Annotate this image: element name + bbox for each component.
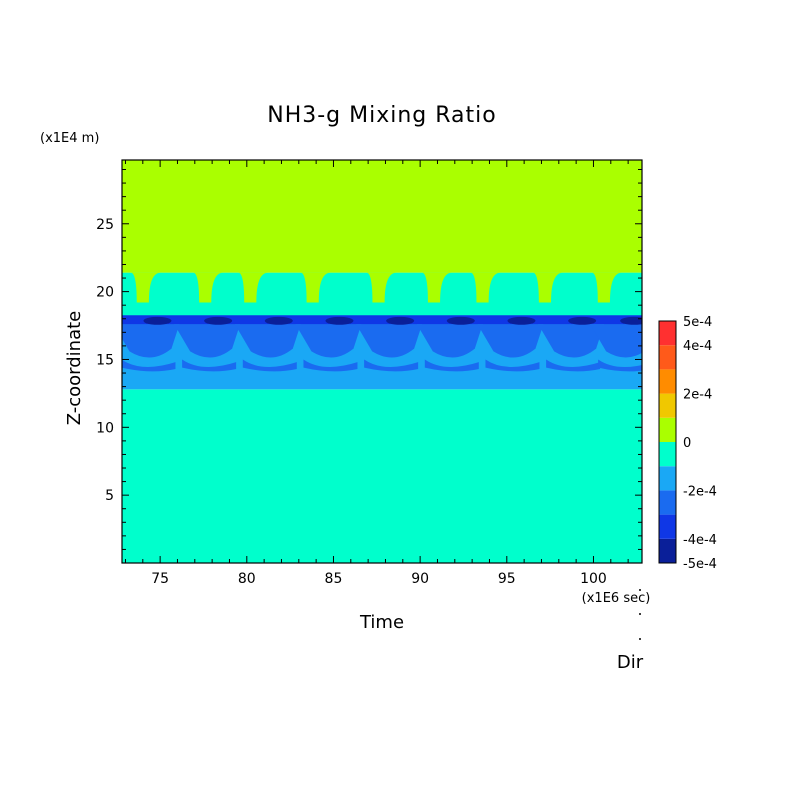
y-tick-label: 5 [105, 488, 114, 504]
deep-cell [424, 359, 479, 372]
y-axis-label: Z-coordinate [64, 311, 85, 426]
contour-band [122, 316, 642, 326]
colorbar-swatch [659, 490, 676, 515]
marker-dot [639, 589, 641, 591]
cloud-top-dip [193, 272, 224, 303]
colorbar-frame [658, 320, 677, 564]
deep-cell [416, 324, 483, 358]
marker-dot [639, 613, 641, 615]
core-cell [204, 316, 233, 325]
deep-cell [174, 324, 241, 358]
colorbar-swatch [659, 345, 676, 370]
colorbar-swatch [659, 393, 676, 418]
deep-cell [538, 324, 605, 358]
core-cell [446, 316, 475, 325]
core-cell [264, 316, 293, 325]
cloud-top-dip [366, 272, 397, 303]
core-cell [143, 316, 172, 325]
colorbar: 5e-4 4e-4 2e-4 0 -2e-4 -4e-4 -5e-4 [658, 315, 717, 572]
contour-band [122, 389, 642, 563]
cloud-top-dip [470, 272, 501, 303]
plot-frame [121, 159, 643, 564]
footer-label: Dir [617, 652, 644, 673]
y-tick-label: 20 [96, 285, 114, 301]
colorbar-swatch [659, 369, 676, 394]
marker-dot [639, 638, 641, 640]
deep-cell [122, 359, 176, 372]
cloud-top-dip [300, 272, 331, 303]
colorbar-tick-label: -5e-4 [683, 557, 717, 572]
deep-cell [485, 359, 540, 372]
colorbar-swatch [659, 321, 676, 346]
core-cell [325, 316, 354, 325]
colorbar-swatch [659, 417, 676, 442]
core-cell [386, 316, 415, 325]
plot-area [122, 160, 642, 563]
y-axis: 5 10 15 20 25 [96, 168, 642, 550]
colorbar-tick-label: 4e-4 [683, 339, 712, 354]
core-cell [620, 316, 642, 325]
contour-band [122, 160, 642, 273]
deep-cell [598, 359, 642, 372]
colorbar-tick-label: -4e-4 [683, 533, 717, 548]
deep-cell [356, 324, 423, 358]
x-tick-label: 95 [498, 571, 516, 587]
deep-cell [182, 359, 237, 372]
deep-cell [477, 324, 544, 358]
colorbar-swatch [659, 538, 676, 563]
colorbar-swatch [659, 442, 676, 467]
x-tick-label: 75 [151, 571, 169, 587]
deep-cell [364, 359, 419, 372]
x-tick-label: 85 [325, 571, 343, 587]
x-axis-label: Time [359, 612, 404, 633]
y-tick-label: 15 [96, 352, 114, 368]
core-cell [568, 316, 597, 325]
x-axis: 75 80 85 90 95 100 [124, 160, 629, 587]
colorbar-tick-label: 2e-4 [683, 388, 712, 403]
y-unit-label: (x1E4 m) [40, 131, 99, 146]
x-unit-label: (x1E6 sec) [582, 591, 651, 606]
chart-title: NH3-g Mixing Ratio [267, 103, 497, 128]
colorbar-swatch [659, 514, 676, 539]
deep-cell [303, 359, 358, 372]
deep-cell [295, 324, 362, 358]
cloud-top-dip [421, 272, 453, 303]
cloud-top-dip [130, 272, 161, 303]
deep-cell [234, 324, 301, 358]
colorbar-tick-label: -2e-4 [683, 484, 717, 499]
y-tick-label: 25 [96, 217, 114, 233]
deep-cell [546, 359, 601, 372]
colorbar-tick-label: 5e-4 [683, 315, 712, 330]
deep-cell [122, 324, 180, 358]
deep-cell [590, 324, 642, 358]
x-tick-label: 100 [580, 571, 607, 587]
core-cell [507, 316, 536, 325]
deep-cell [242, 359, 297, 372]
cloud-top-dip [238, 272, 269, 303]
colorbar-tick-label: 0 [683, 436, 691, 451]
y-tick-label: 10 [96, 420, 114, 436]
x-tick-label: 90 [411, 571, 429, 587]
cloud-top-dip [591, 272, 622, 303]
x-tick-label: 80 [238, 571, 256, 587]
cloud-top-dip [532, 272, 563, 303]
colorbar-swatch [659, 466, 676, 491]
